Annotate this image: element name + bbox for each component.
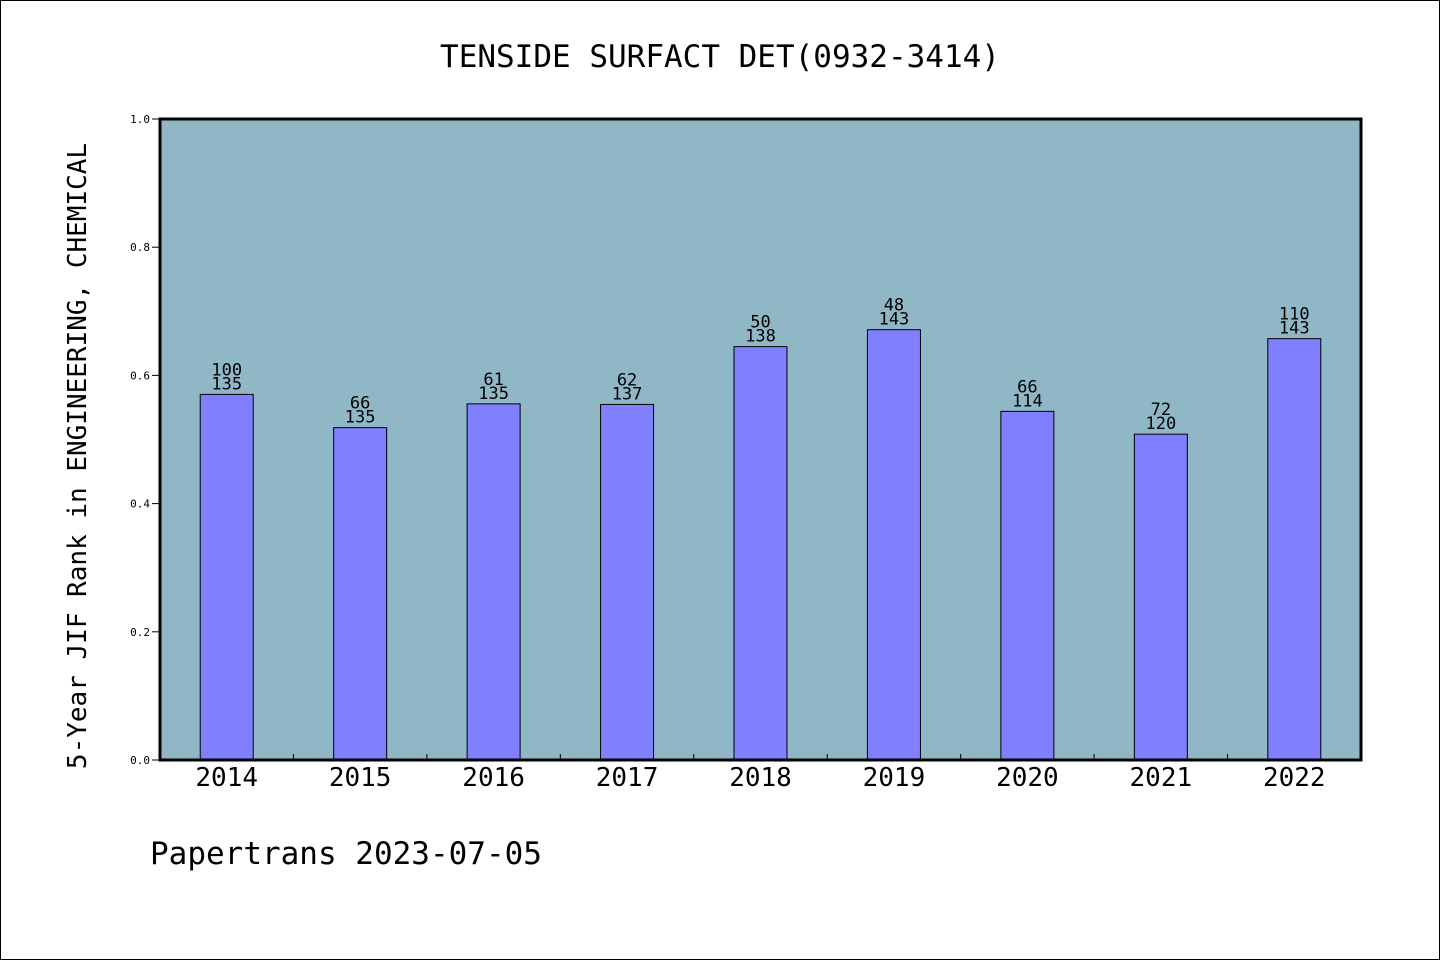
chart-title: TENSIDE SURFACT DET(0932-3414) [440, 39, 1000, 75]
bar-rank-label: 66 [350, 394, 370, 414]
y-tick-label: 0.2 [130, 626, 150, 639]
bar-rank-label: 72 [1151, 400, 1171, 420]
y-tick-label: 0.6 [130, 369, 150, 382]
watermark-text: Papertrans 2023-07-05 [150, 836, 542, 872]
bar-rank-label: 62 [617, 370, 637, 390]
y-tick-label: 1.0 [130, 113, 150, 126]
x-tick-label: 2014 [195, 763, 258, 793]
x-tick-label: 2016 [462, 763, 525, 793]
y-tick-label: 0.0 [130, 754, 150, 767]
x-tick-label: 2020 [996, 763, 1059, 793]
bar-total-label: 135 [478, 384, 509, 404]
bar-rank-label: 110 [1279, 305, 1310, 325]
x-tick-label: 2022 [1263, 763, 1326, 793]
y-tick-label: 0.4 [130, 498, 150, 511]
bar-total-label: 114 [1012, 391, 1043, 411]
bar-total-label: 135 [345, 408, 376, 428]
bar-rank-label: 48 [884, 296, 904, 316]
bar-total-label: 120 [1145, 414, 1176, 434]
bar-2015 [333, 427, 388, 761]
bar-total-label: 135 [211, 374, 242, 394]
bar-total-label: 138 [745, 327, 776, 347]
bar-total-label: 143 [879, 310, 910, 330]
bar-2021 [1133, 433, 1188, 761]
y-tick-label: 0.8 [130, 241, 150, 254]
bars-group [199, 329, 1322, 761]
x-axis: 2014 2015 2016 2017 2018 2019 2020 2021 2022 [195, 754, 1326, 793]
bar-2019 [866, 329, 921, 761]
bar-total-label: 137 [612, 384, 643, 404]
bar-2022 [1267, 338, 1322, 761]
plot-border [158, 117, 1363, 762]
bar-2020 [1000, 410, 1055, 761]
x-tick-label: 2015 [329, 763, 392, 793]
x-tick-label: 2018 [729, 763, 792, 793]
bar-rank-label: 50 [750, 313, 770, 333]
x-tick-label: 2019 [863, 763, 926, 793]
x-tick-label: 2021 [1130, 763, 1193, 793]
bar-total-label: 143 [1279, 319, 1310, 339]
y-axis: 0.0 0.2 0.4 0.6 0.8 1.0 [130, 113, 160, 767]
y-axis-label: 5-Year JIF Rank in ENGINEERING, CHEMICAL [63, 143, 93, 769]
bar-2018 [733, 346, 788, 761]
bar-2014 [199, 393, 254, 761]
bar-rank-label: 66 [1017, 377, 1037, 397]
bar-2017 [600, 403, 655, 761]
bar-rank-label: 61 [483, 370, 503, 390]
bar-2016 [466, 403, 521, 761]
x-tick-label: 2017 [596, 763, 659, 793]
bar-rank-label: 100 [211, 360, 242, 380]
